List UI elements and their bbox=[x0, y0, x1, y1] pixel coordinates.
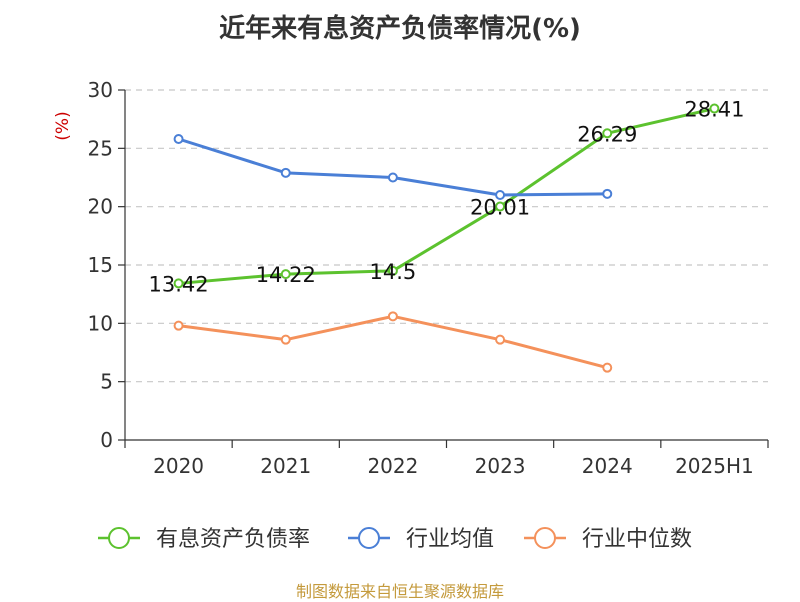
y-tick-label: 10 bbox=[88, 311, 113, 335]
series-line-0 bbox=[178, 107, 715, 285]
series-layer bbox=[173, 103, 720, 373]
x-tick-label: 2025H1 bbox=[675, 454, 754, 478]
legend-item-0[interactable]: 有息资产负债率 bbox=[98, 527, 310, 552]
data-labels-layer: 13.42 14.22 14.5 20.01 26.29 28.41 bbox=[149, 98, 745, 297]
y-tick-label: 30 bbox=[88, 78, 113, 102]
data-label: 26.29 bbox=[577, 122, 637, 146]
y-tick-label: 20 bbox=[88, 195, 113, 219]
data-label: 14.22 bbox=[256, 263, 316, 287]
legend-label: 有息资产负债率 bbox=[156, 527, 310, 552]
series-line-1 bbox=[178, 137, 608, 197]
y-tick-label: 5 bbox=[100, 370, 113, 394]
source-note: 制图数据来自恒生聚源数据库 bbox=[295, 582, 504, 601]
legend[interactable]: 有息资产负债率 行业均值 行业中位数 bbox=[98, 527, 692, 552]
legend-label: 行业中位数 bbox=[582, 527, 692, 552]
data-point bbox=[173, 134, 184, 144]
data-point bbox=[709, 103, 720, 114]
data-point bbox=[495, 201, 506, 212]
data-point bbox=[602, 188, 613, 199]
x-tick-label: 2023 bbox=[475, 454, 526, 478]
x-tick-label: 2022 bbox=[367, 454, 418, 478]
x-tick-label: 2020 bbox=[153, 454, 204, 478]
data-label: 20.01 bbox=[470, 196, 530, 220]
legend-swatch-marker bbox=[108, 527, 130, 549]
data-point bbox=[173, 278, 184, 289]
data-point bbox=[602, 128, 613, 139]
grid-layer bbox=[125, 89, 768, 383]
axes-layer: 0 5 10 15 20 25 30 2020 2021 2022 2023 2024 2025H1 bbox=[88, 78, 769, 478]
data-point bbox=[387, 265, 398, 276]
legend-label: 行业均值 bbox=[406, 527, 494, 552]
legend-item-1[interactable]: 行业均值 bbox=[348, 527, 494, 552]
data-point bbox=[173, 320, 184, 331]
legend-swatch-marker bbox=[358, 527, 380, 549]
legend-item-2[interactable]: 行业中位数 bbox=[524, 527, 692, 552]
data-point bbox=[602, 362, 613, 373]
y-tick-label: 15 bbox=[88, 253, 113, 277]
x-tick-label: 2024 bbox=[582, 454, 633, 478]
data-label: 13.42 bbox=[149, 272, 209, 296]
legend-swatch-marker bbox=[534, 527, 556, 549]
data-point bbox=[280, 334, 291, 345]
series-line-2 bbox=[178, 314, 608, 370]
y-tick-label: 25 bbox=[88, 136, 113, 160]
data-label: 14.5 bbox=[370, 260, 417, 284]
data-point bbox=[495, 334, 506, 345]
data-point bbox=[280, 269, 291, 280]
chart-title: 近年来有息资产负债率情况(%) bbox=[219, 14, 581, 44]
data-point bbox=[280, 167, 291, 178]
x-tick-label: 2021 bbox=[260, 454, 311, 478]
data-label: 28.41 bbox=[684, 98, 744, 122]
y-tick-label: 0 bbox=[100, 428, 113, 452]
data-point bbox=[387, 311, 398, 322]
data-point bbox=[495, 190, 506, 200]
data-point bbox=[387, 172, 398, 183]
y-axis-label: (%) bbox=[53, 111, 73, 140]
